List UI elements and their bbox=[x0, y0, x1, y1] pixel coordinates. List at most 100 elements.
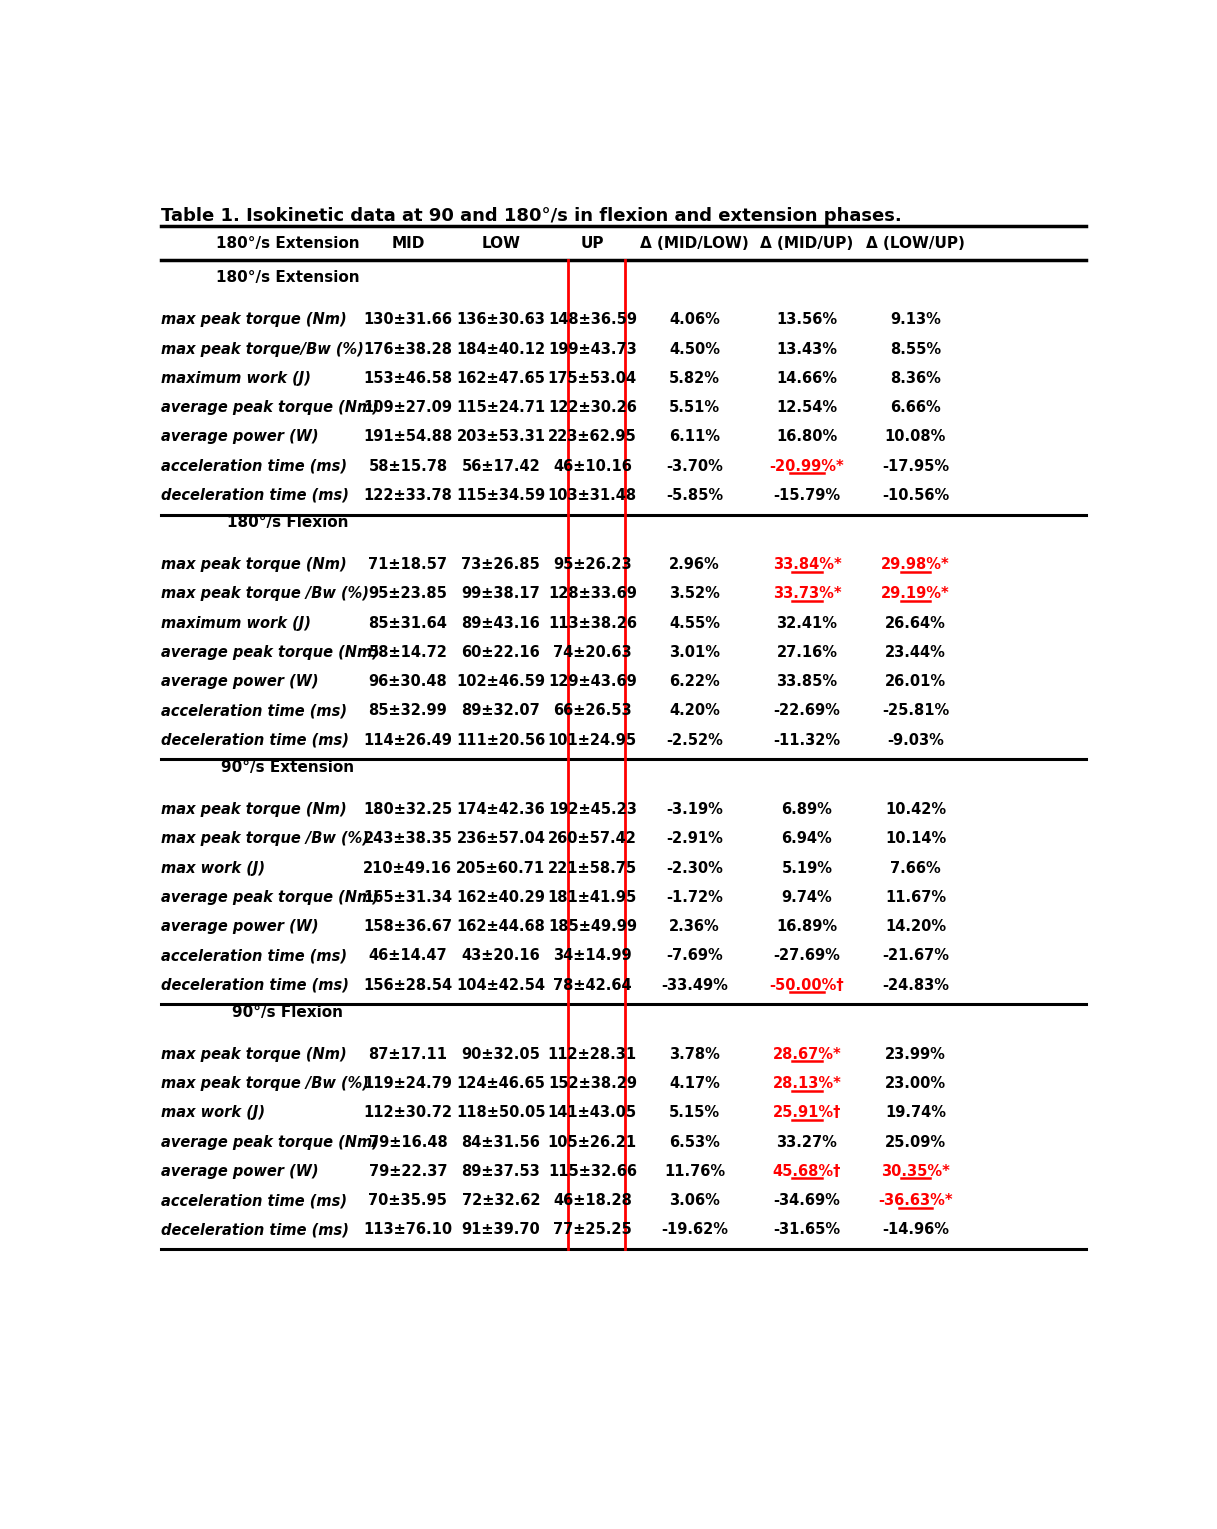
Text: 113±38.26: 113±38.26 bbox=[548, 616, 636, 630]
Text: 58±15.78: 58±15.78 bbox=[369, 459, 448, 474]
Text: 3.78%: 3.78% bbox=[669, 1047, 720, 1061]
Text: -2.30%: -2.30% bbox=[666, 861, 723, 876]
Text: -3.70%: -3.70% bbox=[666, 459, 723, 474]
Text: max peak torque (Nm): max peak torque (Nm) bbox=[162, 557, 347, 572]
Text: 6.89%: 6.89% bbox=[781, 803, 832, 816]
Text: 203±53.31: 203±53.31 bbox=[456, 430, 545, 445]
Text: 10.42%: 10.42% bbox=[885, 803, 946, 816]
Text: 79±16.48: 79±16.48 bbox=[369, 1135, 448, 1150]
Text: max peak torque (Nm): max peak torque (Nm) bbox=[162, 312, 347, 327]
Text: -36.63%*: -36.63%* bbox=[879, 1193, 953, 1208]
Text: 16.80%: 16.80% bbox=[776, 430, 837, 445]
Text: 3.52%: 3.52% bbox=[669, 587, 720, 601]
Text: 192±45.23: 192±45.23 bbox=[548, 803, 636, 816]
Text: 43±20.16: 43±20.16 bbox=[461, 948, 540, 963]
Text: 6.11%: 6.11% bbox=[669, 430, 720, 445]
Text: 11.76%: 11.76% bbox=[664, 1164, 725, 1179]
Text: 8.55%: 8.55% bbox=[890, 341, 941, 356]
Text: 25.91%†: 25.91%† bbox=[773, 1105, 841, 1121]
Text: -10.56%: -10.56% bbox=[882, 488, 949, 503]
Text: 162±40.29: 162±40.29 bbox=[456, 890, 545, 905]
Text: 13.43%: 13.43% bbox=[776, 341, 837, 356]
Text: maximum work (J): maximum work (J) bbox=[162, 616, 312, 630]
Text: 180°/s Flexion: 180°/s Flexion bbox=[228, 515, 348, 529]
Text: 4.17%: 4.17% bbox=[669, 1076, 720, 1092]
Text: 210±49.16: 210±49.16 bbox=[364, 861, 453, 876]
Text: 60±22.16: 60±22.16 bbox=[461, 645, 540, 661]
Text: -34.69%: -34.69% bbox=[774, 1193, 841, 1208]
Text: 8.36%: 8.36% bbox=[890, 372, 941, 385]
Text: 101±24.95: 101±24.95 bbox=[548, 732, 636, 748]
Text: 34±14.99: 34±14.99 bbox=[553, 948, 632, 963]
Text: -11.32%: -11.32% bbox=[774, 732, 841, 748]
Text: Δ (MID/LOW): Δ (MID/LOW) bbox=[640, 235, 748, 251]
Text: 175±53.04: 175±53.04 bbox=[548, 372, 636, 385]
Text: 33.84%*: 33.84%* bbox=[773, 557, 841, 572]
Text: 4.55%: 4.55% bbox=[669, 616, 720, 630]
Text: 12.54%: 12.54% bbox=[776, 401, 837, 414]
Text: -15.79%: -15.79% bbox=[774, 488, 841, 503]
Text: 79±22.37: 79±22.37 bbox=[369, 1164, 447, 1179]
Text: 46±18.28: 46±18.28 bbox=[553, 1193, 632, 1208]
Text: -14.96%: -14.96% bbox=[882, 1222, 949, 1237]
Text: 29.19%*: 29.19%* bbox=[881, 587, 950, 601]
Text: average power (W): average power (W) bbox=[162, 919, 319, 934]
Text: 180°/s Extension: 180°/s Extension bbox=[215, 271, 359, 284]
Text: 9.74%: 9.74% bbox=[781, 890, 832, 905]
Text: 103±31.48: 103±31.48 bbox=[548, 488, 636, 503]
Text: 14.66%: 14.66% bbox=[776, 372, 837, 385]
Text: 184±40.12: 184±40.12 bbox=[456, 341, 545, 356]
Text: max peak torque/Bw (%): max peak torque/Bw (%) bbox=[162, 341, 364, 356]
Text: max peak torque /Bw (%): max peak torque /Bw (%) bbox=[162, 1076, 369, 1092]
Text: 260±57.42: 260±57.42 bbox=[548, 832, 636, 846]
Text: -20.99%*: -20.99%* bbox=[769, 459, 845, 474]
Text: 26.01%: 26.01% bbox=[885, 674, 946, 690]
Text: average power (W): average power (W) bbox=[162, 674, 319, 690]
Text: 6.53%: 6.53% bbox=[669, 1135, 720, 1150]
Text: -27.69%: -27.69% bbox=[774, 948, 841, 963]
Text: 122±30.26: 122±30.26 bbox=[548, 401, 636, 414]
Text: 181±41.95: 181±41.95 bbox=[548, 890, 636, 905]
Text: 128±33.69: 128±33.69 bbox=[548, 587, 636, 601]
Text: 156±28.54: 156±28.54 bbox=[364, 977, 453, 992]
Text: -31.65%: -31.65% bbox=[774, 1222, 841, 1237]
Text: 71±18.57: 71±18.57 bbox=[369, 557, 448, 572]
Text: 85±32.99: 85±32.99 bbox=[369, 703, 448, 719]
Text: 89±32.07: 89±32.07 bbox=[461, 703, 540, 719]
Text: 5.51%: 5.51% bbox=[669, 401, 720, 414]
Text: deceleration time (ms): deceleration time (ms) bbox=[162, 488, 349, 503]
Text: Table 1. Isokinetic data at 90 and 180°/s in flexion and extension phases.: Table 1. Isokinetic data at 90 and 180°/… bbox=[162, 206, 902, 225]
Text: -24.83%: -24.83% bbox=[882, 977, 949, 992]
Text: 162±47.65: 162±47.65 bbox=[456, 372, 545, 385]
Text: 84±31.56: 84±31.56 bbox=[461, 1135, 540, 1150]
Text: 4.50%: 4.50% bbox=[669, 341, 720, 356]
Text: 23.44%: 23.44% bbox=[885, 645, 946, 661]
Text: 28.67%*: 28.67%* bbox=[773, 1047, 841, 1061]
Text: 6.66%: 6.66% bbox=[890, 401, 941, 414]
Text: -19.62%: -19.62% bbox=[661, 1222, 728, 1237]
Text: 136±30.63: 136±30.63 bbox=[456, 312, 545, 327]
Text: -5.85%: -5.85% bbox=[666, 488, 723, 503]
Text: 95±23.85: 95±23.85 bbox=[369, 587, 448, 601]
Text: 46±14.47: 46±14.47 bbox=[369, 948, 447, 963]
Text: average peak torque (Nm): average peak torque (Nm) bbox=[162, 1135, 380, 1150]
Text: 89±43.16: 89±43.16 bbox=[461, 616, 540, 630]
Text: 118±50.05: 118±50.05 bbox=[456, 1105, 545, 1121]
Text: 32.41%: 32.41% bbox=[776, 616, 837, 630]
Text: 205±60.71: 205±60.71 bbox=[456, 861, 545, 876]
Text: 10.14%: 10.14% bbox=[885, 832, 946, 846]
Text: max work (J): max work (J) bbox=[162, 861, 265, 876]
Text: -50.00%†: -50.00%† bbox=[769, 977, 845, 992]
Text: 27.16%: 27.16% bbox=[776, 645, 837, 661]
Text: average power (W): average power (W) bbox=[162, 430, 319, 445]
Text: 13.56%: 13.56% bbox=[776, 312, 837, 327]
Text: 7.66%: 7.66% bbox=[890, 861, 941, 876]
Text: 105±26.21: 105±26.21 bbox=[548, 1135, 636, 1150]
Text: 2.36%: 2.36% bbox=[669, 919, 720, 934]
Text: -17.95%: -17.95% bbox=[882, 459, 949, 474]
Text: 180°/s Extension: 180°/s Extension bbox=[215, 235, 359, 251]
Text: 9.13%: 9.13% bbox=[890, 312, 941, 327]
Text: 112±30.72: 112±30.72 bbox=[364, 1105, 453, 1121]
Text: MID: MID bbox=[391, 235, 425, 251]
Text: average peak torque (Nm): average peak torque (Nm) bbox=[162, 645, 380, 661]
